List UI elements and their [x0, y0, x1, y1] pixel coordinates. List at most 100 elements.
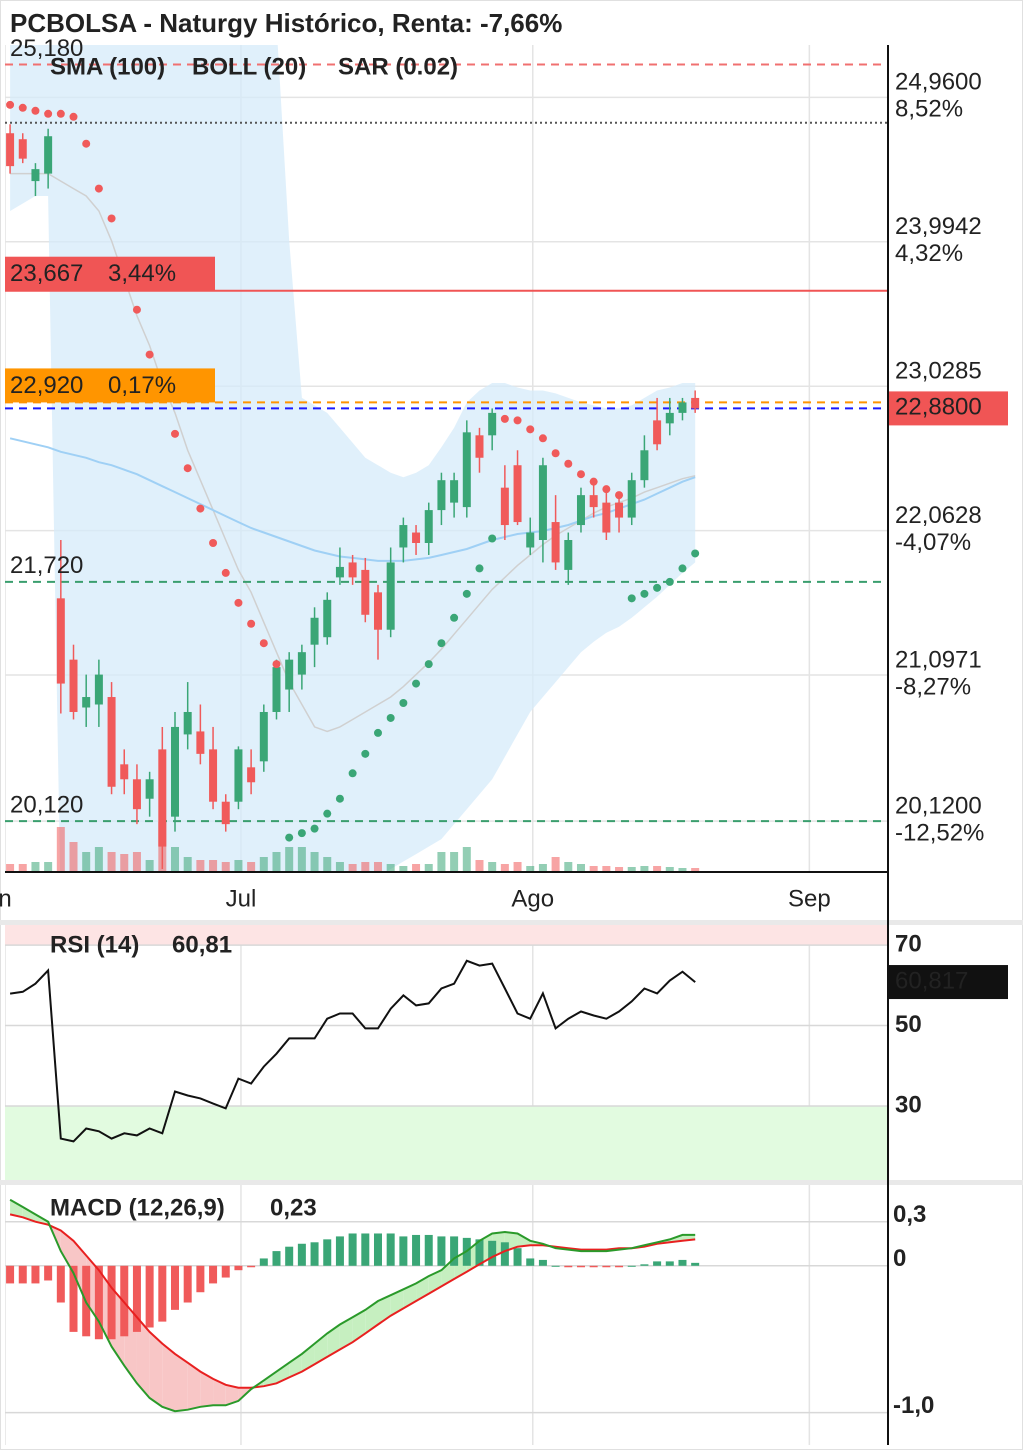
volume-bar: [373, 862, 382, 872]
volume-bar: [412, 864, 421, 872]
volume-bar: [564, 862, 573, 872]
sar-dot: [285, 833, 294, 842]
boll-band: [10, 45, 696, 872]
y-tick-label: 50: [895, 1011, 922, 1038]
histogram-bar: [691, 1262, 700, 1266]
candle-body: [488, 412, 497, 436]
candle-body: [564, 540, 573, 570]
histogram-bar: [107, 1265, 116, 1340]
rsi-line: [9, 959, 696, 1143]
histogram-bar: [399, 1236, 408, 1266]
volume-bar: [526, 866, 535, 872]
level-change: 0,17%: [108, 372, 176, 399]
volume-bar: [107, 852, 116, 872]
volume-bar: [424, 864, 433, 872]
sar-dot: [132, 305, 141, 314]
candle-body: [551, 522, 560, 563]
volume-bar: [132, 852, 141, 872]
level-change: 3,44%: [108, 260, 176, 287]
candle-body: [678, 402, 687, 413]
macd-fill: [263, 1371, 277, 1387]
histogram-bar: [297, 1243, 306, 1266]
candle-body: [450, 480, 459, 503]
sar-dot: [82, 139, 91, 148]
candle-body: [412, 532, 421, 543]
macd-fill: [60, 1230, 74, 1274]
level-label: 23,667: [10, 260, 83, 287]
candle-body: [145, 779, 154, 799]
volume-bar: [209, 860, 218, 872]
histogram-bar: [158, 1265, 167, 1322]
histogram-bar: [526, 1258, 535, 1266]
volume-bar: [551, 857, 560, 872]
histogram-bar: [69, 1265, 78, 1332]
candle-body: [297, 652, 306, 675]
level-label: 20,120: [10, 791, 83, 818]
sar-dot: [18, 103, 27, 112]
candle-body: [107, 697, 116, 787]
panel-value: 60,81: [172, 931, 232, 958]
candle-body: [335, 566, 344, 578]
axis-value-box: [889, 391, 1008, 426]
sar-dot: [678, 564, 687, 573]
panel-title: MACD (12,26,9): [50, 1194, 225, 1221]
sar-dot: [653, 583, 662, 592]
histogram-bar: [221, 1265, 230, 1278]
sar-dot: [247, 619, 256, 628]
candle-body: [653, 420, 662, 445]
sar-dot: [94, 184, 103, 193]
candle-body: [171, 726, 180, 817]
sar-dot: [196, 504, 205, 513]
candle-body: [323, 599, 332, 638]
histogram-bar: [500, 1242, 509, 1266]
current-value-label: 60,817: [895, 967, 968, 994]
volume-bar: [196, 860, 205, 872]
candle-body: [209, 749, 218, 802]
candle-body: [272, 667, 281, 712]
histogram-bar: [259, 1258, 268, 1266]
sar-dot: [373, 728, 382, 737]
volume-bar: [640, 866, 649, 872]
histogram-bar: [94, 1265, 103, 1340]
candle-body: [56, 598, 65, 684]
volume-bar: [348, 864, 357, 872]
candle-body: [361, 569, 370, 615]
histogram-bar: [310, 1242, 319, 1266]
sar-dot: [171, 429, 180, 438]
panel-separator: [0, 920, 1023, 925]
volume-bar: [69, 842, 78, 872]
macd-fill: [289, 1353, 302, 1378]
level-label-box: [5, 368, 215, 403]
volume-bar: [488, 862, 497, 872]
candle-body: [386, 562, 395, 630]
sar-dot: [145, 350, 154, 359]
sar-dot: [513, 416, 522, 425]
histogram-bar: [209, 1265, 218, 1284]
candle-body: [285, 659, 294, 690]
histogram-bar: [386, 1233, 395, 1266]
volume-bar: [437, 852, 446, 872]
volume-bar: [94, 847, 103, 872]
panel-plot: [5, 45, 888, 872]
candle-body: [691, 397, 700, 409]
volume-bar: [450, 852, 459, 872]
candle-body: [526, 532, 535, 548]
sar-dot: [297, 829, 306, 838]
histogram-bar: [247, 1265, 256, 1268]
volume-bar: [272, 852, 281, 872]
y-tick-label: 23,0285: [895, 358, 982, 385]
macd-fill: [10, 1199, 23, 1218]
candle-body: [399, 525, 408, 548]
volume-bar: [500, 864, 509, 872]
sar-dot: [323, 809, 332, 818]
sar-dot: [500, 414, 509, 423]
sar-dot: [348, 769, 357, 778]
level-label: 21,720: [10, 552, 83, 579]
histogram-bar: [361, 1233, 370, 1266]
sar-dot: [69, 112, 78, 121]
macd-fill: [149, 1331, 163, 1407]
signal-line: [9, 1213, 696, 1389]
histogram-bar: [373, 1233, 382, 1266]
candle-body: [665, 412, 674, 424]
candle-body: [31, 169, 40, 182]
